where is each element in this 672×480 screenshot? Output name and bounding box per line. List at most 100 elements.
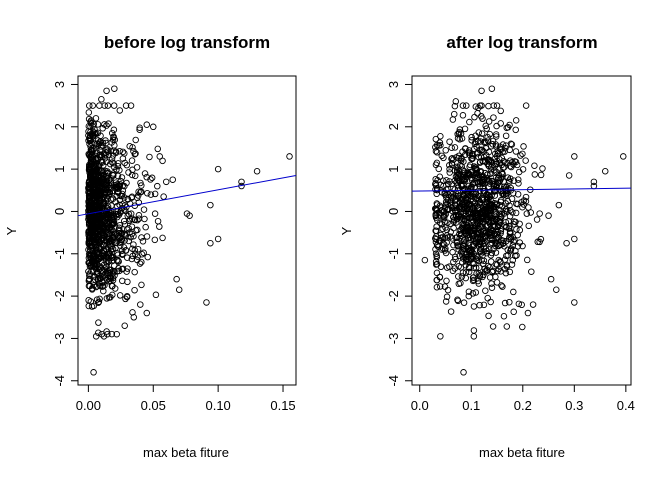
data-point [488, 280, 495, 287]
data-point [485, 162, 493, 170]
data-point [467, 255, 474, 263]
data-point [491, 215, 499, 223]
data-point [503, 237, 510, 245]
data-point [465, 268, 473, 276]
data-point [457, 279, 464, 287]
data-point [447, 308, 455, 315]
data-point [478, 223, 486, 230]
data-point [132, 136, 139, 144]
data-point [129, 144, 136, 151]
data-point [504, 174, 512, 181]
data-point [525, 222, 532, 230]
data-point [472, 264, 480, 272]
data-point [96, 184, 103, 191]
data-point [137, 301, 144, 308]
data-point [447, 228, 454, 236]
data-point [102, 258, 110, 265]
data-point [484, 133, 491, 141]
data-point [125, 225, 132, 232]
data-point [493, 102, 501, 109]
data-point [442, 298, 450, 305]
data-point [102, 216, 109, 224]
data-point [555, 201, 563, 209]
data-point [460, 299, 468, 306]
x-tick-label: 0.2 [514, 398, 532, 413]
data-point [154, 182, 161, 190]
x-tick-label: 0.3 [565, 398, 583, 413]
data-point [492, 236, 499, 243]
data-point [439, 225, 446, 232]
data-point [440, 212, 448, 220]
data-point [101, 189, 108, 197]
data-point [545, 212, 552, 219]
data-point [131, 268, 138, 276]
data-point [421, 256, 429, 264]
data-point [512, 148, 520, 155]
data-point [500, 312, 508, 320]
y-tick-label: 2 [52, 123, 67, 130]
y-tick-label: -2 [52, 290, 67, 302]
y-tick-label: 1 [386, 166, 401, 173]
data-point [111, 85, 118, 92]
data-point [115, 224, 123, 232]
data-point [124, 265, 131, 272]
data-point [128, 230, 136, 238]
data-point [486, 213, 494, 220]
data-point [489, 323, 497, 330]
data-point [88, 160, 95, 168]
x-axis-label: max beta fiture [143, 445, 229, 460]
data-point [571, 235, 578, 243]
data-point [497, 146, 505, 154]
data-point [113, 250, 121, 257]
data-point [446, 169, 453, 176]
data-point [93, 182, 100, 189]
x-tick-label: 0.00 [76, 398, 101, 413]
data-point [454, 296, 461, 304]
data-point [478, 87, 485, 95]
data-point [90, 190, 98, 197]
data-point [482, 122, 489, 130]
data-point [433, 254, 440, 261]
data-point [501, 299, 509, 307]
data-point [92, 198, 100, 205]
data-point [138, 281, 145, 289]
data-point [108, 129, 116, 137]
data-point [133, 164, 141, 171]
data-point [509, 189, 517, 197]
data-point [433, 260, 441, 268]
data-point [85, 181, 93, 188]
data-point [448, 235, 456, 242]
y-tick-label: -3 [52, 333, 67, 345]
data-point [472, 138, 479, 146]
data-point [522, 193, 530, 201]
data-point [468, 137, 475, 144]
y-tick-label: -4 [386, 375, 401, 387]
data-point [462, 274, 469, 282]
data-point [116, 221, 124, 229]
data-point [143, 233, 151, 240]
data-point [89, 268, 97, 276]
data-point [114, 160, 122, 167]
data-point [531, 171, 539, 178]
data-point [469, 209, 477, 217]
data-point [433, 227, 440, 235]
data-point [457, 214, 464, 221]
data-point [504, 252, 512, 259]
data-point [107, 275, 115, 282]
data-point [491, 166, 498, 174]
data-point [446, 161, 453, 169]
data-point [455, 273, 462, 280]
data-point [121, 237, 128, 244]
data-point [531, 162, 538, 169]
data-point [491, 155, 499, 162]
data-point [439, 233, 447, 241]
data-point [138, 182, 145, 189]
data-point [483, 175, 491, 182]
data-point [162, 178, 170, 186]
data-point [478, 113, 485, 120]
data-point [465, 263, 473, 271]
data-point [113, 239, 120, 247]
data-point [515, 300, 523, 308]
data-point [110, 256, 117, 264]
data-point [470, 163, 478, 170]
